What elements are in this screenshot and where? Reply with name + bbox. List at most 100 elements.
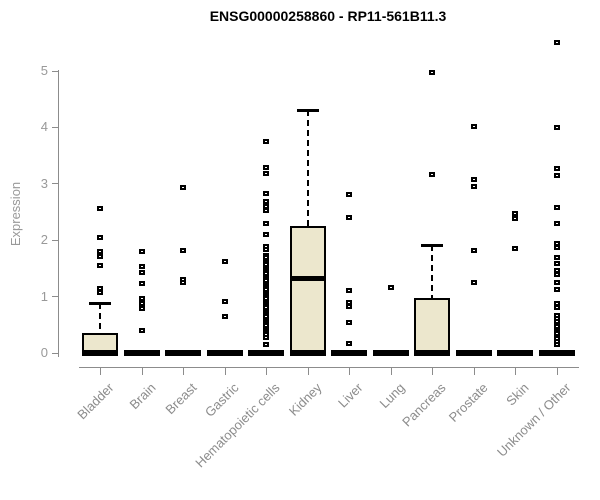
zero-bar (82, 350, 118, 356)
outlier-point (553, 272, 560, 278)
outlier-point (512, 215, 518, 221)
outlier-point (553, 221, 560, 227)
outlier-point (553, 204, 560, 210)
outlier-point (97, 253, 103, 259)
zero-bar (331, 350, 367, 356)
zero-bar (497, 350, 533, 356)
outlier-point (553, 40, 560, 46)
outlier-point (180, 247, 186, 253)
outlier-point (470, 279, 477, 285)
outlier-point (221, 313, 228, 319)
outlier-point (553, 260, 560, 266)
y-tick-label: 3 (40, 175, 48, 191)
outlier-point (263, 341, 269, 347)
outlier-point (263, 247, 269, 253)
outlier-point (263, 190, 269, 196)
y-tick (52, 126, 58, 128)
outlier-point (346, 191, 352, 197)
outlier-point (553, 255, 560, 261)
x-tick (390, 367, 392, 375)
outlier-point (263, 171, 269, 177)
y-tick (52, 183, 58, 185)
outlier-point (263, 221, 269, 227)
box (414, 298, 450, 356)
y-tick (52, 352, 58, 354)
x-tick (515, 367, 516, 375)
y-tick-label: 4 (40, 119, 48, 135)
x-tick (432, 367, 433, 375)
outlier-point (263, 138, 269, 144)
y-tick (52, 296, 58, 298)
outlier-point (553, 304, 560, 310)
outlier-point (97, 285, 103, 291)
x-tick-label: Unknown / Other (493, 380, 574, 460)
y-tick-label: 2 (40, 232, 48, 248)
whisker-line (306, 110, 309, 227)
outlier-point (429, 172, 435, 178)
outlier-point (180, 279, 186, 285)
x-tick (473, 367, 475, 375)
zero-bar (455, 350, 492, 356)
outlier-point (553, 166, 560, 171)
y-tick-label: 0 (40, 345, 48, 360)
x-tick (224, 367, 226, 375)
outlier-point (263, 231, 269, 237)
x-tick (307, 367, 309, 375)
outlier-point (387, 285, 394, 290)
outlier-point (138, 264, 145, 270)
outlier-point (346, 303, 352, 309)
x-tick (266, 367, 267, 375)
zero-bar (538, 350, 575, 356)
x-tick (183, 367, 184, 375)
y-tick (52, 239, 58, 241)
outlier-point (553, 341, 560, 347)
outlier-point (180, 184, 186, 190)
outlier-point (138, 301, 145, 307)
zero-bar (206, 350, 243, 356)
zero-bar (165, 350, 201, 356)
whisker-cap (89, 302, 111, 306)
outlier-point (263, 335, 269, 341)
y-tick-label: 1 (40, 288, 48, 304)
zero-bar (248, 350, 284, 356)
outlier-point (138, 296, 145, 302)
outlier-point (346, 214, 352, 220)
whisker-line (431, 245, 433, 299)
outlier-point (138, 305, 145, 311)
y-axis (58, 70, 59, 357)
outlier-point (553, 287, 560, 293)
outlier-point (553, 279, 560, 285)
outlier-point (470, 184, 477, 190)
chart-title: ENSG00000258860 - RP11-561B11.3 (209, 8, 447, 24)
median-line (289, 275, 326, 281)
outlier-point (553, 172, 560, 178)
outlier-point (97, 263, 103, 269)
outlier-point (470, 177, 477, 183)
outlier-point (346, 340, 352, 346)
outlier-point (221, 259, 228, 265)
outlier-point (553, 124, 560, 130)
whisker-cap (296, 109, 319, 113)
outlier-point (97, 249, 103, 255)
outlier-point (553, 244, 560, 250)
zero-bar (414, 350, 450, 356)
outlier-point (97, 290, 103, 296)
x-tick (100, 367, 101, 375)
outlier-point (512, 211, 518, 217)
outlier-point (138, 269, 145, 275)
x-tick (556, 367, 558, 375)
outlier-point (263, 198, 269, 204)
box (289, 226, 326, 356)
outlier-point (512, 246, 518, 252)
outlier-point (138, 281, 145, 287)
y-tick-label: 5 (40, 63, 48, 78)
outlier-point (97, 206, 103, 212)
whisker-cap (421, 244, 443, 248)
outlier-point (97, 235, 103, 241)
x-axis (79, 367, 579, 368)
zero-bar (123, 350, 160, 356)
outlier-point (221, 299, 228, 305)
outlier-point (470, 123, 477, 129)
whisker-line (99, 303, 101, 334)
